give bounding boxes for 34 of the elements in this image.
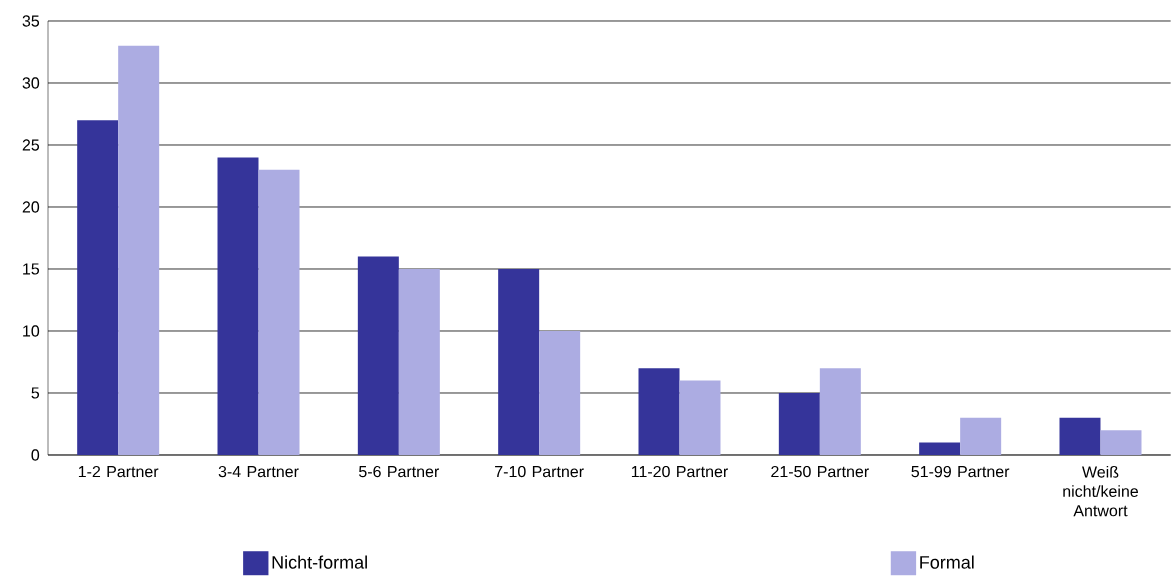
x-tick-label: 51-99 Partner <box>911 465 1010 478</box>
x-tick-label: 1-2 Partner <box>78 465 159 478</box>
bar <box>217 157 259 455</box>
y-tick-label: 35 <box>22 15 40 27</box>
legend-label: Nicht-formal <box>272 555 367 569</box>
x-tick-label: Weiß nicht/keine Antwort <box>1063 465 1139 517</box>
bar <box>819 368 861 455</box>
y-tick-label: 25 <box>22 139 40 151</box>
bar <box>919 442 961 455</box>
x-tick-label: 5-6 Partner <box>359 465 440 478</box>
bar <box>398 268 440 455</box>
bar <box>778 392 820 455</box>
y-tick-label: 5 <box>31 387 40 399</box>
bar <box>498 268 540 455</box>
y-tick-label: 20 <box>22 201 40 213</box>
bar <box>960 417 1002 455</box>
x-tick-label: 3-4 Partner <box>218 465 299 478</box>
x-tick-label: 7-10 Partner <box>495 465 584 478</box>
y-tick-label: 10 <box>23 325 40 337</box>
x-tick-label: 21-50 Partner <box>771 465 869 478</box>
bar <box>638 368 680 455</box>
bar <box>1100 430 1142 455</box>
x-tick-label: 11-20 Partner <box>631 465 728 478</box>
bar <box>679 380 721 455</box>
y-tick-label: 15 <box>23 263 40 275</box>
bar <box>539 330 581 455</box>
bar <box>1059 417 1101 455</box>
bar <box>357 256 399 455</box>
bar <box>118 45 160 455</box>
bar <box>258 169 300 455</box>
bar <box>77 120 119 455</box>
legend-label: Formal <box>920 555 974 569</box>
y-tick-label: 0 <box>31 449 40 461</box>
y-tick-label: 30 <box>22 77 40 89</box>
